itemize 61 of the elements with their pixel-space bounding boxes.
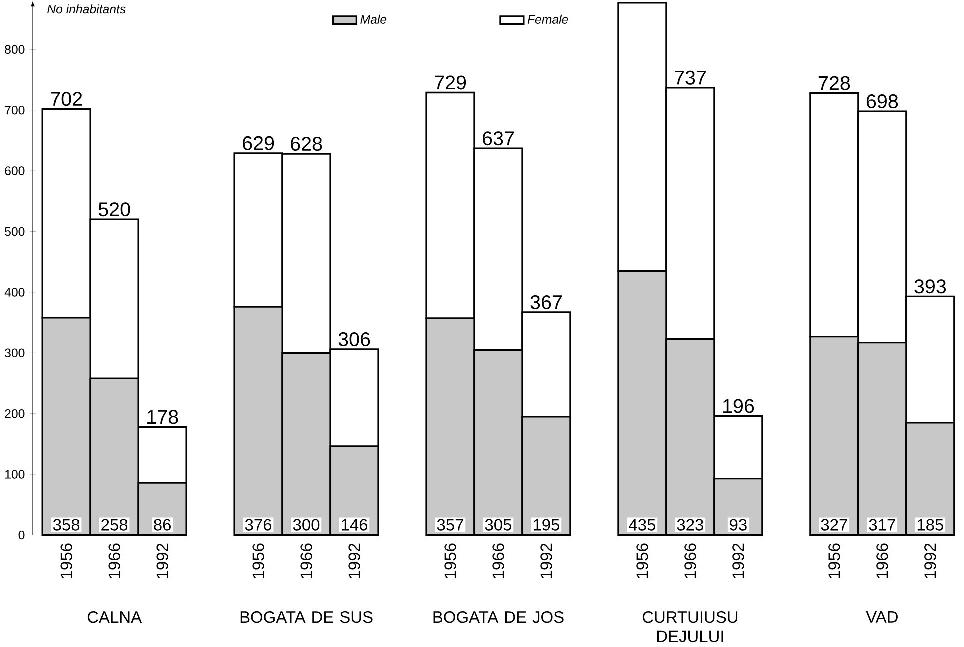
- data-label: 435: [629, 519, 656, 531]
- total-label: 729: [435, 76, 466, 90]
- legend-label: Male: [360, 14, 387, 24]
- total-label: 306: [338, 332, 370, 346]
- x-tick-label: 1992: [156, 544, 168, 578]
- y-tick-label: 300: [5, 348, 25, 358]
- x-tick-label: 1992: [732, 544, 744, 578]
- y-axis-title: No inhabitants: [48, 4, 126, 14]
- x-tick-label: 1992: [540, 544, 552, 578]
- data-label: 317: [869, 519, 896, 531]
- data-label: 376: [245, 519, 272, 531]
- total-label: 520: [98, 202, 130, 217]
- data-label: 195: [534, 519, 560, 531]
- y-tick-label: 600: [5, 166, 25, 176]
- data-label: 358: [53, 519, 80, 531]
- x-tick-label: 1956: [828, 544, 840, 578]
- total-label: 637: [483, 132, 514, 146]
- y-tick-label: 400: [4, 288, 25, 297]
- y-tick-label: 100: [6, 470, 25, 479]
- x-tick-label: 1956: [636, 544, 648, 578]
- x-tick-label: 1966: [876, 544, 888, 578]
- total-label: 393: [914, 280, 946, 294]
- total-label: 196: [723, 399, 754, 414]
- x-tick-label: 1956: [60, 544, 72, 578]
- data-label: 323: [677, 519, 704, 531]
- x-tick-label: 1956: [444, 544, 456, 578]
- data-label: 146: [342, 519, 368, 531]
- x-tick-label: 1966: [300, 544, 312, 578]
- data-label: 300: [293, 519, 320, 531]
- data-label: 305: [485, 519, 512, 531]
- x-tick-label: 1992: [924, 544, 936, 578]
- text: CURTUIUSU DEJULUI: [642, 612, 738, 642]
- data-label: 93: [730, 519, 747, 531]
- text: VAD: [866, 612, 898, 623]
- x-tick-label: 1966: [108, 544, 120, 578]
- data-label: 86: [154, 519, 171, 531]
- total-label: 737: [674, 70, 706, 85]
- y-tick-label: 800: [5, 45, 25, 54]
- y-tick-label: 500: [5, 227, 25, 236]
- total-label: 178: [148, 410, 178, 424]
- data-label: 258: [102, 519, 128, 531]
- total-label: 367: [530, 295, 562, 310]
- text: BOGATA DE SUS: [240, 612, 373, 624]
- y-tick-label: 200: [5, 409, 25, 418]
- data-label: 185: [918, 519, 944, 531]
- x-tick-label: 1966: [492, 544, 504, 578]
- x-tick-label: 1966: [684, 544, 696, 578]
- x-tick-label: 1992: [348, 544, 360, 578]
- legend-label: Female: [528, 14, 568, 24]
- total-label: 628: [291, 137, 322, 152]
- text: CALNA: [88, 612, 142, 624]
- x-tick-label: 1956: [252, 544, 264, 578]
- text: BOGATA DE JOS: [434, 612, 564, 624]
- total-label: 728: [818, 76, 850, 90]
- data-label: 357: [437, 519, 464, 531]
- y-tick-label: 700: [5, 106, 25, 115]
- total-label: 698: [866, 94, 898, 109]
- total-label: 629: [243, 136, 274, 150]
- y-tick-label: 0: [18, 530, 25, 540]
- data-label: 327: [821, 519, 848, 531]
- total-label: 702: [51, 92, 82, 106]
